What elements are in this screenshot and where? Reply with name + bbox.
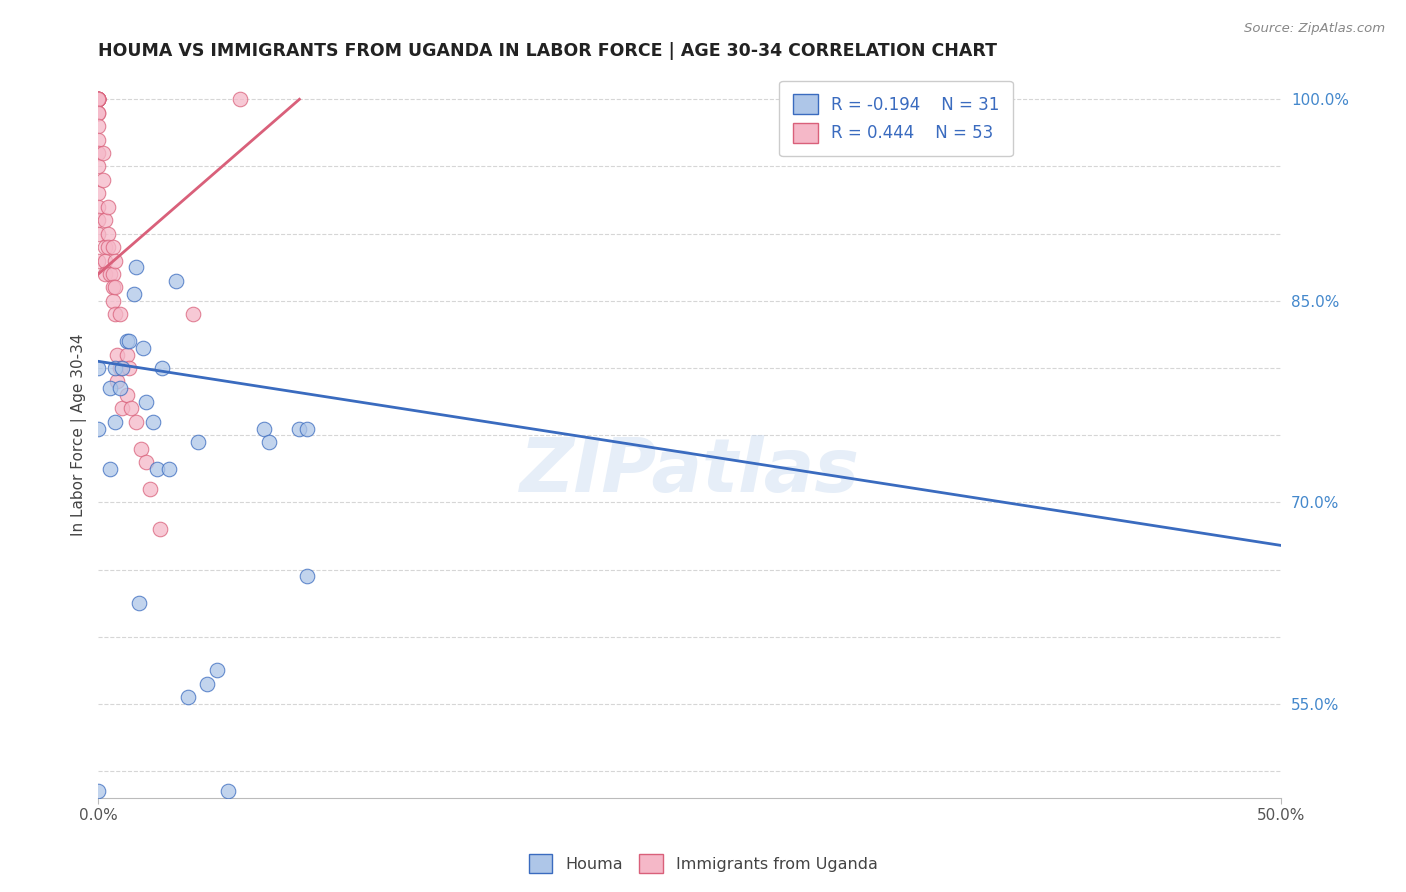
- Point: [98, 381, 121, 395]
- Point: [135, 394, 157, 409]
- Point: [129, 442, 152, 456]
- Point: [146, 462, 169, 476]
- Point: [87, 213, 110, 227]
- Point: [122, 287, 145, 301]
- Point: [94, 253, 117, 268]
- Text: HOUMA VS IMMIGRANTS FROM UGANDA IN LABOR FORCE | AGE 30-34 CORRELATION CHART: HOUMA VS IMMIGRANTS FROM UGANDA IN LABOR…: [98, 42, 997, 60]
- Point: [87, 92, 110, 106]
- Point: [87, 421, 110, 435]
- Legend: Houma, Immigrants from Uganda: Houma, Immigrants from Uganda: [522, 847, 884, 880]
- Point: [104, 280, 127, 294]
- Y-axis label: In Labor Force | Age 30-34: In Labor Force | Age 30-34: [72, 334, 87, 536]
- Point: [165, 274, 187, 288]
- Text: Source: ZipAtlas.com: Source: ZipAtlas.com: [1244, 22, 1385, 36]
- Point: [98, 462, 121, 476]
- Point: [87, 92, 110, 106]
- Point: [142, 415, 165, 429]
- Point: [135, 455, 157, 469]
- Point: [94, 267, 117, 281]
- Point: [104, 253, 127, 268]
- Point: [87, 92, 110, 106]
- Point: [108, 381, 131, 395]
- Point: [87, 92, 110, 106]
- Point: [91, 146, 114, 161]
- Point: [87, 160, 110, 174]
- Point: [87, 133, 110, 147]
- Point: [97, 240, 120, 254]
- Point: [229, 92, 252, 106]
- Point: [125, 260, 148, 275]
- Point: [87, 119, 110, 133]
- Point: [177, 690, 200, 705]
- Point: [105, 348, 128, 362]
- Point: [87, 146, 110, 161]
- Point: [111, 361, 134, 376]
- Point: [87, 200, 110, 214]
- Point: [97, 227, 120, 241]
- Point: [139, 482, 162, 496]
- Point: [87, 361, 110, 376]
- Point: [87, 92, 110, 106]
- Point: [101, 280, 124, 294]
- Point: [295, 421, 318, 435]
- Point: [87, 186, 110, 201]
- Point: [94, 240, 117, 254]
- Point: [128, 596, 150, 610]
- Text: ZIPatlas: ZIPatlas: [520, 435, 859, 508]
- Legend: R = -0.194    N = 31, R = 0.444    N = 53: R = -0.194 N = 31, R = 0.444 N = 53: [779, 81, 1012, 156]
- Point: [104, 307, 127, 321]
- Point: [115, 388, 138, 402]
- Point: [87, 105, 110, 120]
- Point: [111, 401, 134, 416]
- Point: [205, 664, 228, 678]
- Point: [115, 334, 138, 348]
- Point: [105, 375, 128, 389]
- Point: [121, 401, 143, 416]
- Point: [118, 334, 141, 348]
- Point: [87, 784, 110, 798]
- Point: [253, 421, 276, 435]
- Point: [87, 92, 110, 106]
- Point: [104, 361, 127, 376]
- Point: [101, 240, 124, 254]
- Point: [104, 415, 127, 429]
- Point: [98, 267, 121, 281]
- Point: [257, 434, 280, 449]
- Point: [108, 361, 131, 376]
- Point: [108, 307, 131, 321]
- Point: [91, 173, 114, 187]
- Point: [195, 677, 218, 691]
- Point: [118, 361, 141, 376]
- Point: [87, 253, 110, 268]
- Point: [87, 92, 110, 106]
- Point: [295, 569, 318, 583]
- Point: [101, 293, 124, 308]
- Point: [157, 462, 180, 476]
- Point: [149, 522, 172, 536]
- Point: [150, 361, 173, 376]
- Point: [217, 784, 239, 798]
- Point: [288, 421, 311, 435]
- Point: [87, 92, 110, 106]
- Point: [101, 267, 124, 281]
- Point: [87, 227, 110, 241]
- Point: [125, 415, 148, 429]
- Point: [132, 341, 155, 355]
- Point: [87, 105, 110, 120]
- Point: [187, 434, 209, 449]
- Point: [94, 213, 117, 227]
- Point: [181, 307, 204, 321]
- Point: [115, 348, 138, 362]
- Point: [87, 92, 110, 106]
- Point: [97, 200, 120, 214]
